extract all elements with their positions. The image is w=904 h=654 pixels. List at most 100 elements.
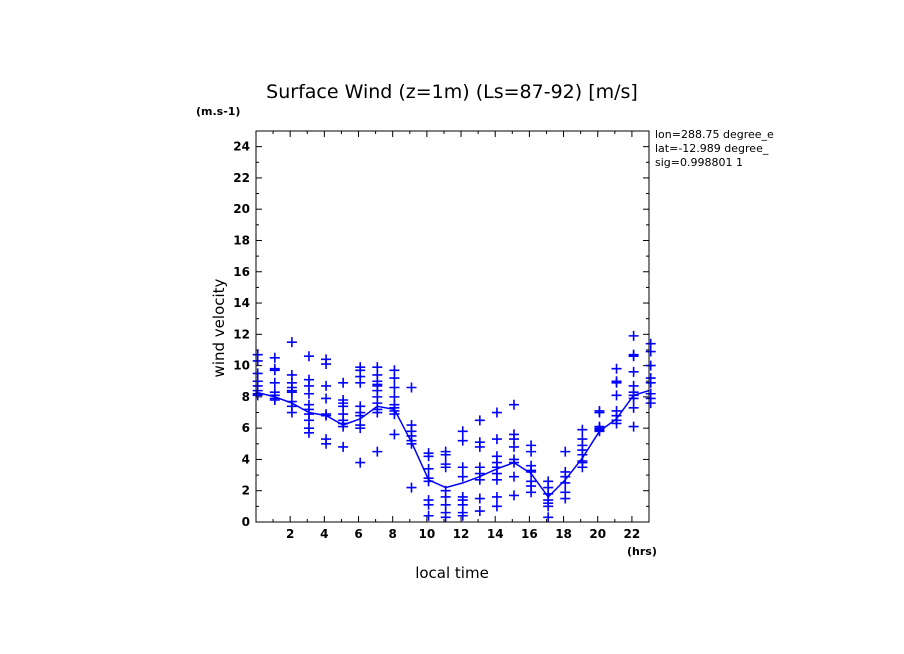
- y-tick-label: 22: [233, 171, 250, 185]
- info-sig: sig=0.998801 1: [655, 156, 743, 169]
- data-point: [321, 380, 332, 391]
- data-point: [423, 451, 434, 462]
- data-point: [440, 512, 451, 523]
- data-point: [457, 435, 468, 446]
- x-axis-label: local time: [415, 564, 489, 582]
- data-point: [509, 471, 520, 482]
- y-tick-label: 24: [233, 140, 250, 154]
- data-point: [611, 390, 622, 401]
- x-tick-label: 14: [487, 527, 504, 541]
- y-tick-label: 16: [233, 265, 250, 279]
- y-tick-label: 20: [233, 202, 250, 216]
- y-tick-label: 14: [233, 296, 250, 310]
- data-point: [474, 415, 485, 426]
- chart-title: Surface Wind (z=1m) (Ls=87-92) [m/s]: [266, 81, 638, 103]
- data-point: [389, 429, 400, 440]
- y-tick-label: 2: [242, 484, 250, 498]
- data-point: [457, 510, 468, 521]
- data-point: [645, 360, 656, 371]
- data-point: [372, 446, 383, 457]
- data-point: [321, 438, 332, 449]
- data-point: [611, 363, 622, 374]
- data-point: [509, 399, 520, 410]
- data-point: [560, 493, 571, 504]
- data-point: [611, 377, 622, 388]
- data-point: [303, 427, 314, 438]
- data-point: [286, 407, 297, 418]
- x-tick-label: 12: [453, 527, 470, 541]
- y-tick-label: 18: [233, 233, 250, 247]
- x-tick-label: 18: [555, 527, 572, 541]
- x-axis-unit: (hrs): [627, 545, 657, 558]
- data-point: [594, 407, 605, 418]
- data-point: [474, 493, 485, 504]
- data-point: [509, 490, 520, 501]
- data-point: [406, 382, 417, 393]
- data-point: [457, 426, 468, 437]
- x-tick-label: 10: [419, 527, 436, 541]
- data-point: [491, 434, 502, 445]
- data-point: [474, 506, 485, 517]
- data-point: [628, 330, 639, 341]
- data-point: [543, 501, 554, 512]
- data-point: [645, 398, 656, 409]
- data-point: [372, 407, 383, 418]
- data-point: [474, 441, 485, 452]
- y-tick-label: 10: [233, 359, 250, 373]
- plot-frame: [255, 130, 650, 523]
- y-tick-label: 0: [242, 515, 250, 529]
- data-point: [628, 421, 639, 432]
- data-point: [628, 351, 639, 362]
- data-point: [423, 463, 434, 474]
- x-tick-label: 16: [521, 527, 538, 541]
- info-lon: lon=288.75 degree_e: [655, 128, 774, 141]
- y-tick-label: 12: [233, 327, 250, 341]
- data-point: [252, 390, 263, 401]
- data-point: [645, 377, 656, 388]
- data-point: [645, 346, 656, 357]
- data-point: [338, 421, 349, 432]
- data-point: [355, 377, 366, 388]
- x-tick-label: 8: [389, 527, 397, 541]
- data-point: [269, 377, 280, 388]
- mean-line: [255, 389, 650, 499]
- data-point: [389, 373, 400, 384]
- y-tick-label: 8: [242, 390, 250, 404]
- data-point: [526, 446, 537, 457]
- data-point: [611, 418, 622, 429]
- data-point: [491, 407, 502, 418]
- data-layer: [252, 330, 656, 523]
- data-point: [440, 449, 451, 460]
- data-point: [560, 446, 571, 457]
- data-point: [338, 441, 349, 452]
- x-tick-label: 2: [286, 527, 294, 541]
- data-point: [355, 423, 366, 434]
- data-point: [286, 337, 297, 348]
- data-point: [269, 352, 280, 363]
- data-point: [526, 487, 537, 498]
- y-axis-unit: (m.s-1): [196, 105, 240, 118]
- data-point: [543, 512, 554, 523]
- x-tick-label: 22: [624, 527, 641, 541]
- y-tick-label: 4: [242, 452, 250, 466]
- x-tick-label: 4: [320, 527, 328, 541]
- data-point: [423, 510, 434, 521]
- data-point: [269, 365, 280, 376]
- data-point: [321, 393, 332, 404]
- data-point: [389, 382, 400, 393]
- data-point: [509, 441, 520, 452]
- data-point: [491, 474, 502, 485]
- data-point: [491, 491, 502, 502]
- x-tick-label: 20: [589, 527, 606, 541]
- y-axis-label: wind velocity: [210, 278, 228, 377]
- data-point: [355, 457, 366, 468]
- data-point: [577, 424, 588, 435]
- y-tick-label: 6: [242, 421, 250, 435]
- data-point: [628, 402, 639, 413]
- data-point: [252, 355, 263, 366]
- data-point: [423, 499, 434, 510]
- data-point: [628, 366, 639, 377]
- data-point: [286, 387, 297, 398]
